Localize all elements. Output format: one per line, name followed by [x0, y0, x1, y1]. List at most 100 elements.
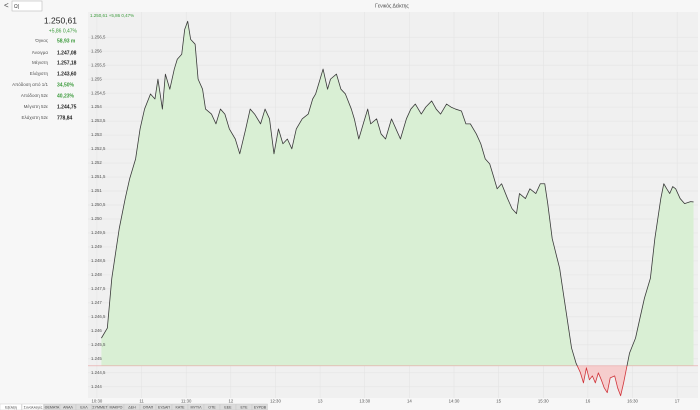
- chart-title: Γενικός Δείκτης: [375, 2, 409, 9]
- tab-label: ΘΕΜΑΤΑ: [45, 405, 60, 409]
- stat-value: 1.247,08: [57, 50, 77, 56]
- x-tick-label: 13: [318, 399, 323, 404]
- y-tick-label: 1.248: [91, 272, 102, 277]
- tab-bar: Εξέλιξη Συναλλαγές ΘΕΜΑΤΑ ΑΝΑΛ ΕΛΛ ΣΥΜΜΕΤ ΜΑΚΡ…: [0, 403, 268, 410]
- axes: 1.244 1.244,5 1.245 1.245,5 1.246 1.246,5 1.24…: [91, 34, 680, 403]
- y-tick-label: 1.249: [91, 244, 102, 249]
- stat-value: 778,84: [57, 115, 73, 121]
- x-tick-label: 15:30: [538, 399, 549, 404]
- back-button[interactable]: <: [4, 1, 9, 10]
- stat-value: 1.243,60: [57, 71, 77, 77]
- search-box[interactable]: [11, 0, 43, 12]
- area-fill: [101, 21, 694, 396]
- y-tick-label: 1.247,5: [91, 286, 106, 291]
- y-tick-label: 1.246: [91, 328, 102, 333]
- x-tick-label: 10:30: [92, 399, 103, 404]
- stat-label: Απόδοση 52ε: [21, 92, 48, 98]
- x-tick-label: 15: [496, 399, 501, 404]
- stat-label: Ελάχιστη 52ε: [22, 114, 48, 120]
- y-tick-label: 1.248,5: [91, 258, 106, 263]
- tab-label: ΕΤΕ: [241, 405, 249, 409]
- stat-value: 1.244,75: [57, 104, 77, 110]
- tab[interactable]: [219, 403, 236, 410]
- tab[interactable]: [203, 403, 220, 410]
- y-tick-label: 1.244: [91, 384, 102, 389]
- tab-label: ΚΑΤΕ: [175, 405, 185, 409]
- x-tick-label: 13:30: [359, 399, 370, 404]
- y-tick-label: 1.246,5: [91, 314, 106, 319]
- stat-label: Μέγιστη: [32, 59, 49, 65]
- tab[interactable]: [251, 403, 268, 410]
- tab[interactable]: [91, 403, 108, 410]
- stat-label: Απόδοση από 1/1: [12, 81, 48, 87]
- tab-label: ΔΕΗ: [128, 405, 136, 409]
- search-text: Ω|: [14, 4, 19, 10]
- stat-value: 1.257,18: [57, 60, 77, 66]
- y-tick-label: 1.254: [91, 104, 102, 109]
- tab[interactable]: [75, 403, 92, 410]
- y-tick-label: 1.244,5: [91, 370, 106, 375]
- tab[interactable]: [171, 403, 188, 410]
- y-tick-label: 1.249,5: [91, 230, 106, 235]
- y-tick-label: 1.255: [91, 76, 102, 81]
- tab-label: ΕΥΡΩΒ: [254, 405, 267, 409]
- tab[interactable]: [107, 403, 124, 410]
- tab-label: ΕΛΛ: [80, 405, 88, 409]
- y-tick-label: 1.251: [91, 188, 102, 193]
- stat-label: Μέγιστη 52ε: [24, 103, 48, 109]
- tab[interactable]: [187, 403, 204, 410]
- series: [88, 20, 698, 397]
- tab[interactable]: [0, 403, 22, 410]
- chart-legend: 1.250,61 +5,86 0,47%: [90, 13, 134, 18]
- tab-label: ΜΑΚΡΟ: [110, 405, 123, 409]
- tab[interactable]: [155, 403, 172, 410]
- y-tick-label: 1.254,5: [91, 90, 106, 95]
- y-tick-label: 1.250,5: [91, 202, 106, 207]
- x-tick-label: 17: [675, 399, 680, 404]
- tab[interactable]: [21, 403, 44, 410]
- tab-label: ΟΤΕ: [208, 405, 216, 409]
- x-tick-label: 14: [407, 399, 412, 404]
- y-tick-label: 1.252,5: [91, 146, 106, 151]
- y-tick-label: 1.252: [91, 160, 102, 165]
- stat-value: 34,50%: [57, 82, 75, 88]
- price: 1.250,61: [44, 15, 77, 25]
- stat-label: Άνοιγμα: [32, 50, 49, 55]
- tab[interactable]: [235, 403, 252, 410]
- tab-label: ΜΥΤΙΛ: [191, 405, 203, 409]
- y-tick-label: 1.245,5: [91, 342, 106, 347]
- y-tick-label: 1.256: [91, 48, 102, 53]
- y-tick-label: 1.245: [91, 356, 102, 361]
- y-tick-label: 1.256,5: [91, 34, 106, 39]
- tab-label: ΕΕΕ: [224, 405, 232, 409]
- x-tick-label: 14:30: [449, 399, 460, 404]
- tab-label: ΣΥΜΜΕΤ: [92, 405, 108, 409]
- stat-label: Όγκος: [34, 38, 48, 43]
- tab[interactable]: [43, 403, 60, 410]
- y-tick-label: 1.247: [91, 300, 102, 305]
- tab-label: Συναλλαγές: [24, 405, 43, 409]
- x-tick-label: 11: [139, 399, 144, 404]
- y-tick-label: 1.250: [91, 216, 102, 221]
- x-tick-label: 12:30: [270, 399, 281, 404]
- change: +5,86 0,47%: [49, 28, 78, 34]
- tab-label: ΑΝΑΛ: [63, 405, 73, 409]
- tab[interactable]: [123, 403, 140, 410]
- x-tick-label: 16: [586, 399, 591, 404]
- y-tick-label: 1.251,5: [91, 174, 106, 179]
- tab-label: ΟΠΑΠ: [143, 405, 154, 409]
- tab-label: ΕΥΔΑΠ: [158, 405, 170, 409]
- sidebar: [0, 12, 84, 404]
- tab-label: Εξέλιξη: [5, 405, 17, 409]
- stats-list: Όγκος 58,93 m Άνοιγμα 1.247,08 Μέγιστη 1.257,…: [12, 38, 77, 121]
- price-line: [101, 20, 694, 397]
- y-tick-label: 1.253: [91, 132, 102, 137]
- tab[interactable]: [139, 403, 156, 410]
- y-tick-label: 1.253,5: [91, 118, 106, 123]
- x-tick-label: 16:30: [627, 399, 638, 404]
- y-tick-label: 1.255,5: [91, 62, 106, 67]
- tab[interactable]: [59, 403, 76, 410]
- x-tick-label: 11:30: [181, 399, 192, 404]
- stat-value: 40,23%: [57, 93, 75, 99]
